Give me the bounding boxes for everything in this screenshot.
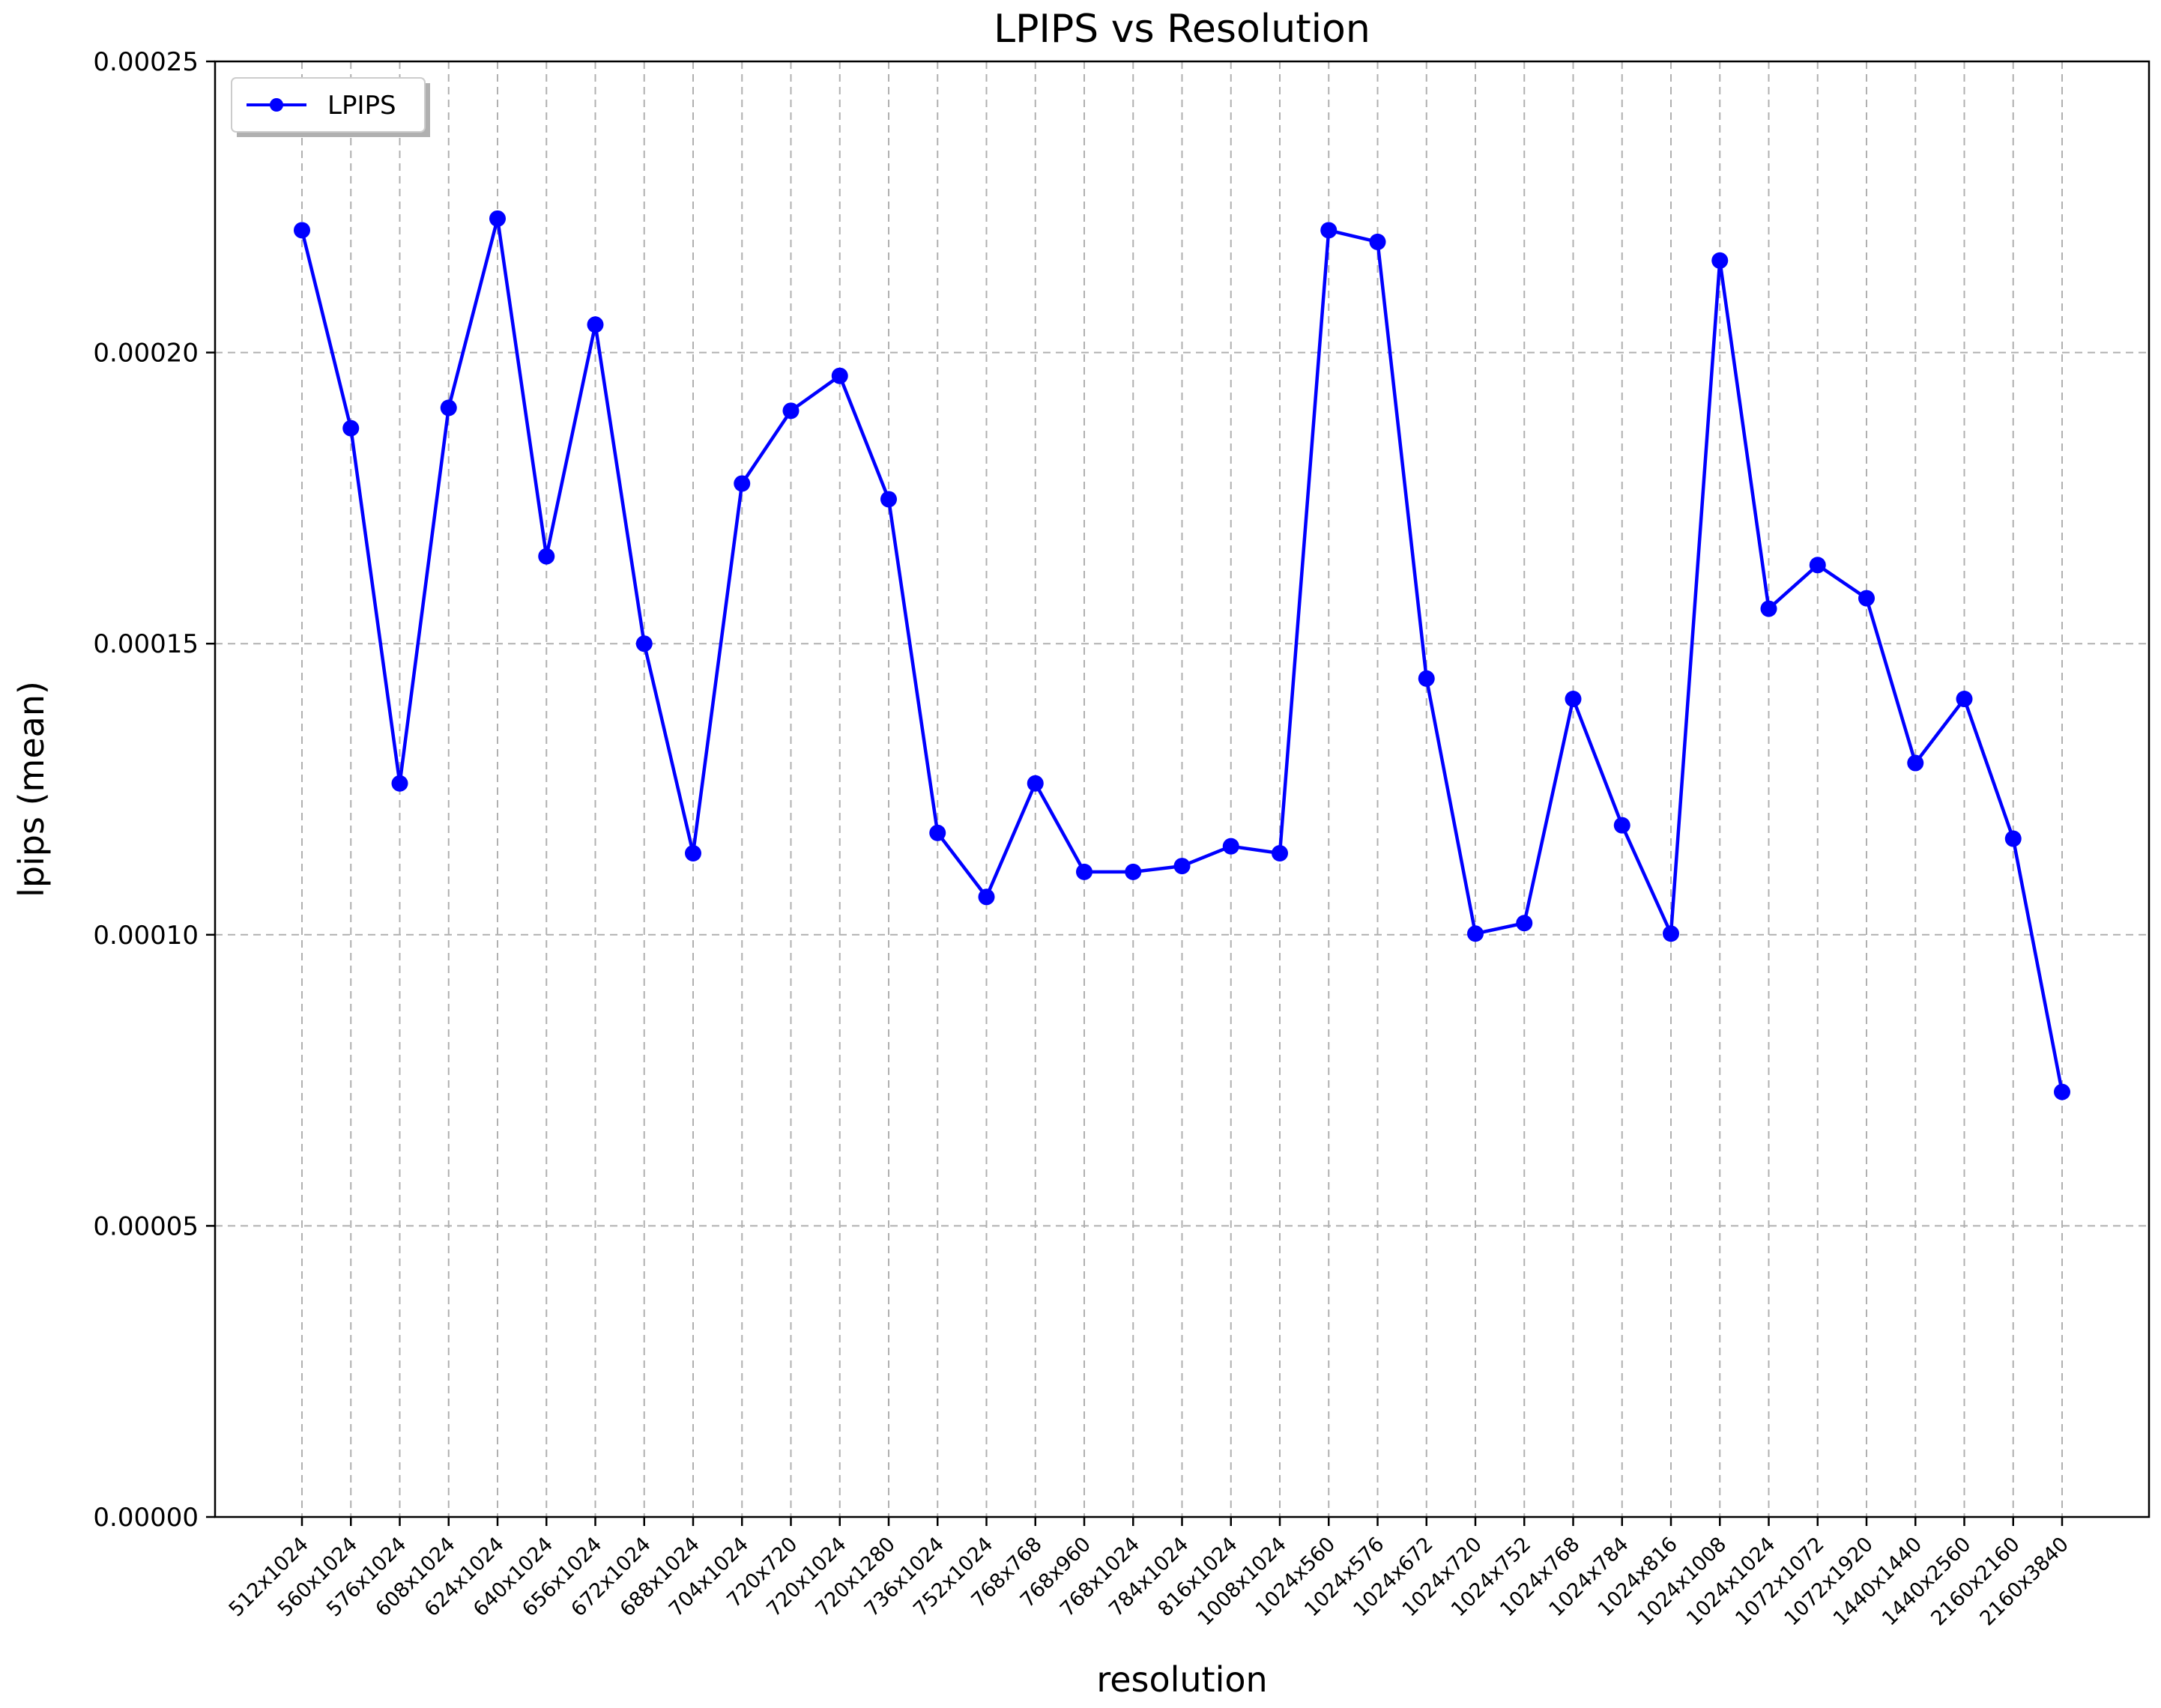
legend-marker-icon bbox=[270, 98, 283, 112]
x-axis-label: resolution bbox=[1096, 1659, 1267, 1700]
data-point bbox=[734, 475, 751, 492]
data-point bbox=[635, 635, 653, 652]
data-point bbox=[1173, 858, 1191, 875]
data-point bbox=[587, 316, 604, 333]
data-point bbox=[1711, 252, 1729, 269]
legend: LPIPS bbox=[231, 77, 430, 137]
data-point bbox=[1027, 775, 1044, 792]
y-axis-ticks: 0.00000 0.00005 0.00010 0.00015 0.00020 0.000… bbox=[93, 47, 215, 1533]
y-tick-label: 0.00015 bbox=[93, 629, 199, 659]
data-point bbox=[2054, 1083, 2070, 1100]
data-point bbox=[978, 888, 995, 906]
data-point bbox=[1369, 233, 1386, 250]
data-point bbox=[489, 210, 506, 227]
data-point bbox=[1516, 915, 1533, 932]
data-point bbox=[1272, 844, 1288, 861]
y-tick-label: 0.00025 bbox=[93, 47, 199, 77]
series-layer bbox=[294, 210, 2070, 1100]
data-point bbox=[1956, 691, 1973, 708]
y-tick-label: 0.00000 bbox=[93, 1503, 199, 1533]
data-point bbox=[1565, 691, 1582, 708]
data-point bbox=[1125, 863, 1142, 880]
data-point bbox=[929, 824, 946, 841]
data-point bbox=[391, 775, 408, 792]
data-point bbox=[1320, 222, 1338, 239]
data-point bbox=[294, 222, 310, 239]
data-point bbox=[1760, 600, 1777, 617]
chart-title: LPIPS vs Resolution bbox=[994, 7, 1370, 52]
data-point bbox=[880, 491, 897, 508]
data-point bbox=[2004, 830, 2022, 847]
legend-entry-lpips: LPIPS bbox=[327, 91, 396, 121]
data-point bbox=[1467, 925, 1484, 942]
data-point bbox=[685, 844, 701, 861]
data-point bbox=[1222, 838, 1239, 855]
data-point bbox=[1418, 670, 1435, 687]
data-point bbox=[1858, 590, 1875, 607]
data-point bbox=[538, 548, 555, 565]
data-point bbox=[1076, 863, 1092, 880]
y-tick-label: 0.00010 bbox=[93, 921, 199, 951]
data-point bbox=[1907, 754, 1924, 772]
data-point bbox=[831, 367, 848, 384]
y-axis-label: lpips (mean) bbox=[11, 681, 52, 897]
data-point bbox=[1809, 557, 1826, 574]
y-tick-label: 0.00005 bbox=[93, 1211, 199, 1241]
data-point bbox=[1613, 817, 1630, 834]
data-point bbox=[782, 402, 800, 420]
y-tick-label: 0.00020 bbox=[93, 339, 199, 369]
data-point bbox=[1663, 925, 1679, 942]
legend-box bbox=[231, 77, 426, 133]
data-point bbox=[342, 420, 360, 437]
data-point bbox=[440, 399, 457, 417]
